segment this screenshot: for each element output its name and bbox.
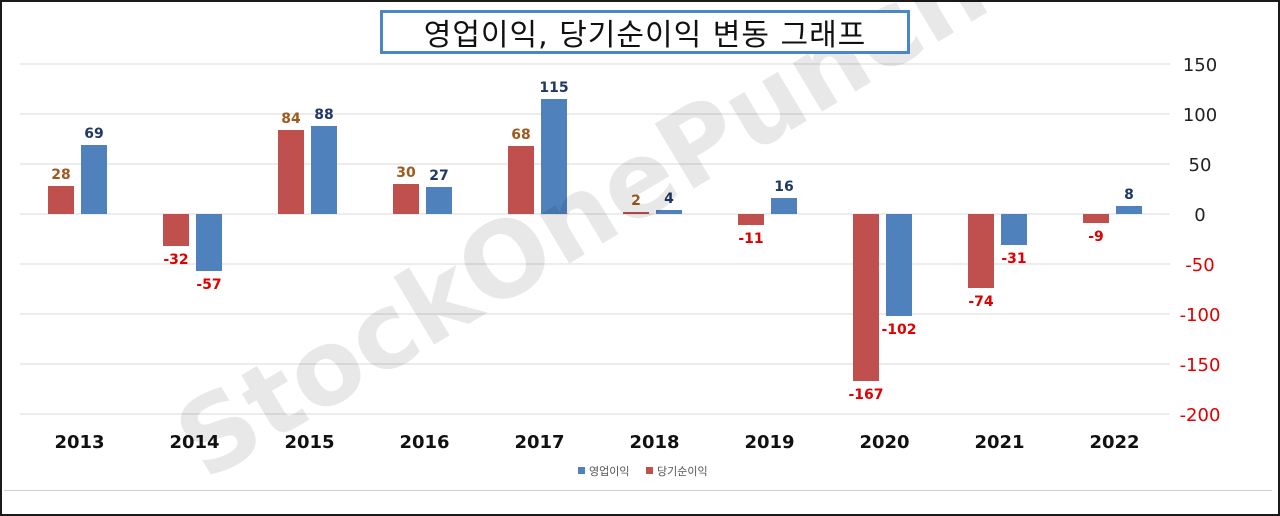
operating-income-bar xyxy=(886,214,912,316)
operating-income-bar xyxy=(81,145,107,214)
data-label: 69 xyxy=(84,126,103,142)
data-label: 30 xyxy=(396,165,416,181)
y-axis-ticks: 150 100 50 0 -50 -100 -150 -200 xyxy=(1180,55,1221,426)
net-income-bar xyxy=(48,186,74,214)
operating-income-bar xyxy=(196,214,222,271)
operating-income-bar xyxy=(656,210,682,214)
y-tick-label: 100 xyxy=(1183,105,1217,126)
data-label: 16 xyxy=(774,179,793,195)
x-tick-label: 2013 xyxy=(54,432,104,453)
operating-income-bar xyxy=(1001,214,1027,245)
x-tick-label: 2019 xyxy=(744,432,794,453)
x-tick-label: 2020 xyxy=(859,432,909,453)
y-tick-label: -200 xyxy=(1180,405,1221,426)
operating-income-bar xyxy=(426,187,452,214)
data-label: 68 xyxy=(511,127,530,143)
y-tick-label: -100 xyxy=(1180,305,1221,326)
data-labels: 28 69 -32 -57 84 88 30 27 68 115 2 4 -11 16 -167 -102 -7… xyxy=(51,80,1134,403)
net-income-bar xyxy=(853,214,879,381)
operating-income-bar xyxy=(771,198,797,214)
legend-swatch xyxy=(646,467,653,474)
x-tick-label: 2016 xyxy=(399,432,449,453)
data-label: -57 xyxy=(196,277,221,293)
net-income-bar xyxy=(278,130,304,214)
data-label: 2 xyxy=(631,193,641,209)
x-axis-ticks: 2013 2014 2015 2016 2017 2018 2019 2020 2021 2022 xyxy=(54,432,1139,453)
data-label: 28 xyxy=(51,167,70,183)
operating-income-bar xyxy=(311,126,337,214)
data-label: 88 xyxy=(314,107,333,123)
x-tick-label: 2015 xyxy=(284,432,334,453)
net-income-bar xyxy=(1083,214,1109,223)
legend-swatch xyxy=(578,467,585,474)
x-tick-label: 2022 xyxy=(1089,432,1139,453)
frame-divider xyxy=(4,490,1272,491)
x-tick-label: 2017 xyxy=(514,432,564,453)
net-income-bar xyxy=(738,214,764,225)
data-label: 27 xyxy=(429,168,448,184)
operating-income-bar xyxy=(1116,206,1142,214)
data-label: 115 xyxy=(539,80,568,96)
chart-title: 영업이익, 당기순이익 변동 그래프 xyxy=(380,10,910,54)
y-tick-label: 0 xyxy=(1194,205,1205,226)
legend-label: 영업이익 xyxy=(589,465,629,478)
y-tick-label: 150 xyxy=(1183,55,1217,76)
y-tick-label: 50 xyxy=(1189,155,1212,176)
data-label: -167 xyxy=(848,387,883,403)
net-income-bar xyxy=(393,184,419,214)
data-label: -32 xyxy=(163,252,188,268)
x-tick-label: 2014 xyxy=(169,432,219,453)
x-tick-label: 2018 xyxy=(629,432,679,453)
bars xyxy=(48,99,1142,381)
y-tick-label: -150 xyxy=(1180,355,1221,376)
net-income-bar xyxy=(623,212,649,214)
legend-label: 당기순이익 xyxy=(657,465,708,478)
gridlines xyxy=(20,63,1170,415)
net-income-bar xyxy=(163,214,189,246)
net-income-bar xyxy=(968,214,994,288)
data-label: 8 xyxy=(1124,187,1134,203)
net-income-bar xyxy=(508,146,534,214)
legend: 영업이익 당기순이익 xyxy=(578,465,708,478)
data-label: 4 xyxy=(664,191,674,207)
data-label: -31 xyxy=(1001,251,1026,267)
operating-income-bar xyxy=(541,99,567,214)
y-tick-label: -50 xyxy=(1185,255,1214,276)
data-label: -74 xyxy=(968,294,994,310)
data-label: -9 xyxy=(1088,229,1104,245)
data-label: -102 xyxy=(881,322,916,338)
x-tick-label: 2021 xyxy=(974,432,1024,453)
data-label: -11 xyxy=(738,231,763,247)
data-label: 84 xyxy=(281,111,301,127)
